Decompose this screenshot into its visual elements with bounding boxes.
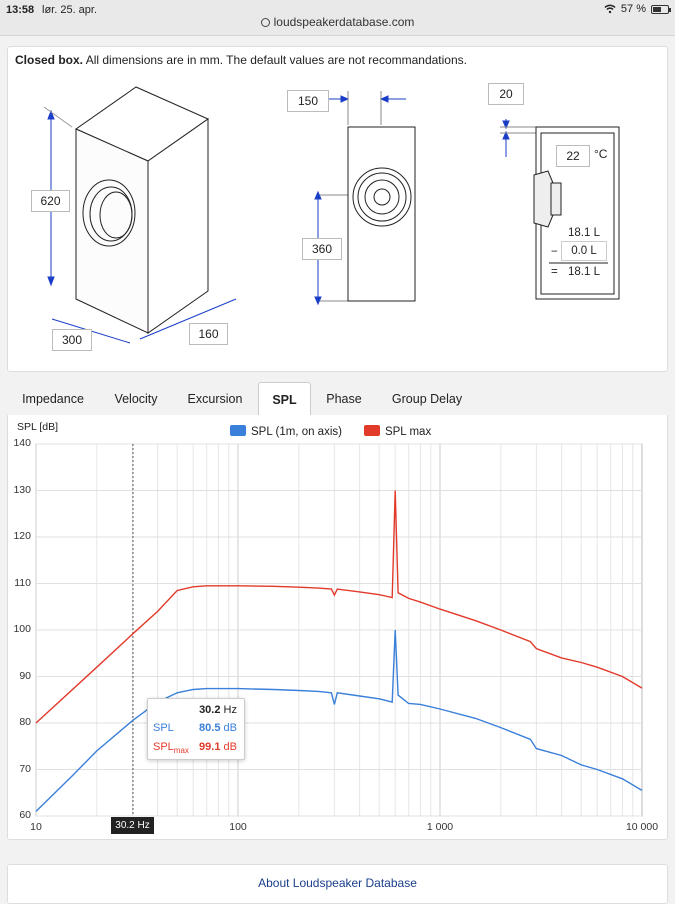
cursor-frequency-label: 30.2 Hz xyxy=(111,817,154,834)
tab-excursion[interactable]: Excursion xyxy=(187,392,243,406)
depth-field[interactable]: 300 xyxy=(52,329,92,351)
y-tick-label: 130 xyxy=(13,483,31,496)
graph-tabs: Impedance Velocity Excursion SPL Phase G… xyxy=(0,382,675,416)
legend-swatch-spl-max xyxy=(363,425,380,436)
battery-icon xyxy=(651,4,671,14)
status-icons: 57 % xyxy=(604,3,671,15)
box-type: Closed box. xyxy=(15,53,84,67)
legend-swatch-spl xyxy=(230,425,246,436)
y-tick-label: 120 xyxy=(13,530,31,542)
x-tick-label: 1 000 xyxy=(426,821,454,833)
minus-sign: − xyxy=(551,246,558,258)
temperature-field[interactable]: 22 xyxy=(556,145,590,167)
tab-velocity[interactable]: Velocity xyxy=(114,392,158,406)
tooltip-spl-unit: dB xyxy=(223,722,237,734)
info-icon xyxy=(260,18,270,27)
tab-spl[interactable]: SPL xyxy=(258,382,311,416)
woofer-front xyxy=(352,167,412,227)
x-tick-label: 10 000 xyxy=(625,821,659,833)
y-tick-label: 140 xyxy=(13,437,31,449)
box-note: All dimensions are in mm. The default va… xyxy=(83,53,467,67)
chart-legend: SPL (1m, on axis) SPL max xyxy=(230,425,431,438)
tooltip-spl-value: 80.5 xyxy=(199,722,221,734)
net-volume: 18.1 L xyxy=(568,266,600,278)
width-field[interactable]: 160 xyxy=(189,323,228,345)
url-bar[interactable]: loudspeakerdatabase.com xyxy=(0,15,675,29)
y-axis-label: SPL [dB] xyxy=(17,421,59,433)
y-tick-label: 60 xyxy=(19,809,31,821)
woofer-iso xyxy=(82,179,136,247)
y-tick-label: 70 xyxy=(19,762,31,775)
equals-sign: = xyxy=(551,266,558,278)
gross-volume: 18.1 L xyxy=(568,227,600,239)
legend-spl-max[interactable]: SPL max xyxy=(363,425,432,438)
y-tick-label: 100 xyxy=(13,623,31,635)
box-dimensions-card: Closed box. All dimensions are in mm. Th… xyxy=(7,46,668,372)
tooltip-splmax-label: SPLmax xyxy=(153,741,189,756)
y-tick-label: 110 xyxy=(14,576,31,589)
tab-impedance[interactable]: Impedance xyxy=(22,392,84,406)
tooltip-frequency-unit: Hz xyxy=(223,704,237,716)
volume-subtract-field[interactable]: 0.0 L xyxy=(561,241,607,261)
about-link[interactable]: About Loudspeaker Database xyxy=(258,876,417,890)
chart-tooltip: 30.2 Hz SPL 80.5 dB SPLmax 99.1 dB xyxy=(147,698,245,760)
battery-percent: 57 % xyxy=(620,3,646,15)
height-field[interactable]: 620 xyxy=(31,190,70,212)
wifi-icon xyxy=(604,4,616,14)
chart-card xyxy=(7,415,668,840)
legend-label-spl-max: SPL max xyxy=(384,426,432,438)
y-tick-label: 90 xyxy=(19,669,31,682)
x-tick-label: 100 xyxy=(229,821,247,833)
x-tick-label: 10 xyxy=(30,821,42,833)
tooltip-splmax-unit: dB xyxy=(223,741,237,753)
tab-phase[interactable]: Phase xyxy=(326,392,362,406)
footer-card: About Loudspeaker Database xyxy=(7,864,668,904)
driver-height-field[interactable]: 360 xyxy=(302,238,342,260)
wall-thickness-field[interactable]: 20 xyxy=(488,83,524,105)
legend-label-spl: SPL (1m, on axis) xyxy=(251,426,342,438)
tooltip-frequency: 30.2 xyxy=(199,704,221,716)
legend-spl[interactable]: SPL (1m, on axis) xyxy=(230,425,342,438)
temperature-unit: °C xyxy=(594,147,608,161)
box-illustration xyxy=(43,86,620,344)
front-width-field[interactable]: 150 xyxy=(287,90,329,112)
url-text: loudspeakerdatabase.com xyxy=(273,15,415,29)
tab-group-delay[interactable]: Group Delay xyxy=(391,392,463,406)
status-bar: 13:58 lør. 25. apr. 57 % loudspeakerdata… xyxy=(0,0,675,36)
box-intro: Closed box. All dimensions are in mm. Th… xyxy=(15,53,467,67)
date: lør. 25. apr. xyxy=(42,4,98,16)
tooltip-spl-label: SPL xyxy=(153,722,174,734)
clock: 13:58 xyxy=(6,4,35,16)
y-tick-label: 80 xyxy=(19,716,31,728)
tooltip-splmax-value: 99.1 xyxy=(199,741,221,753)
